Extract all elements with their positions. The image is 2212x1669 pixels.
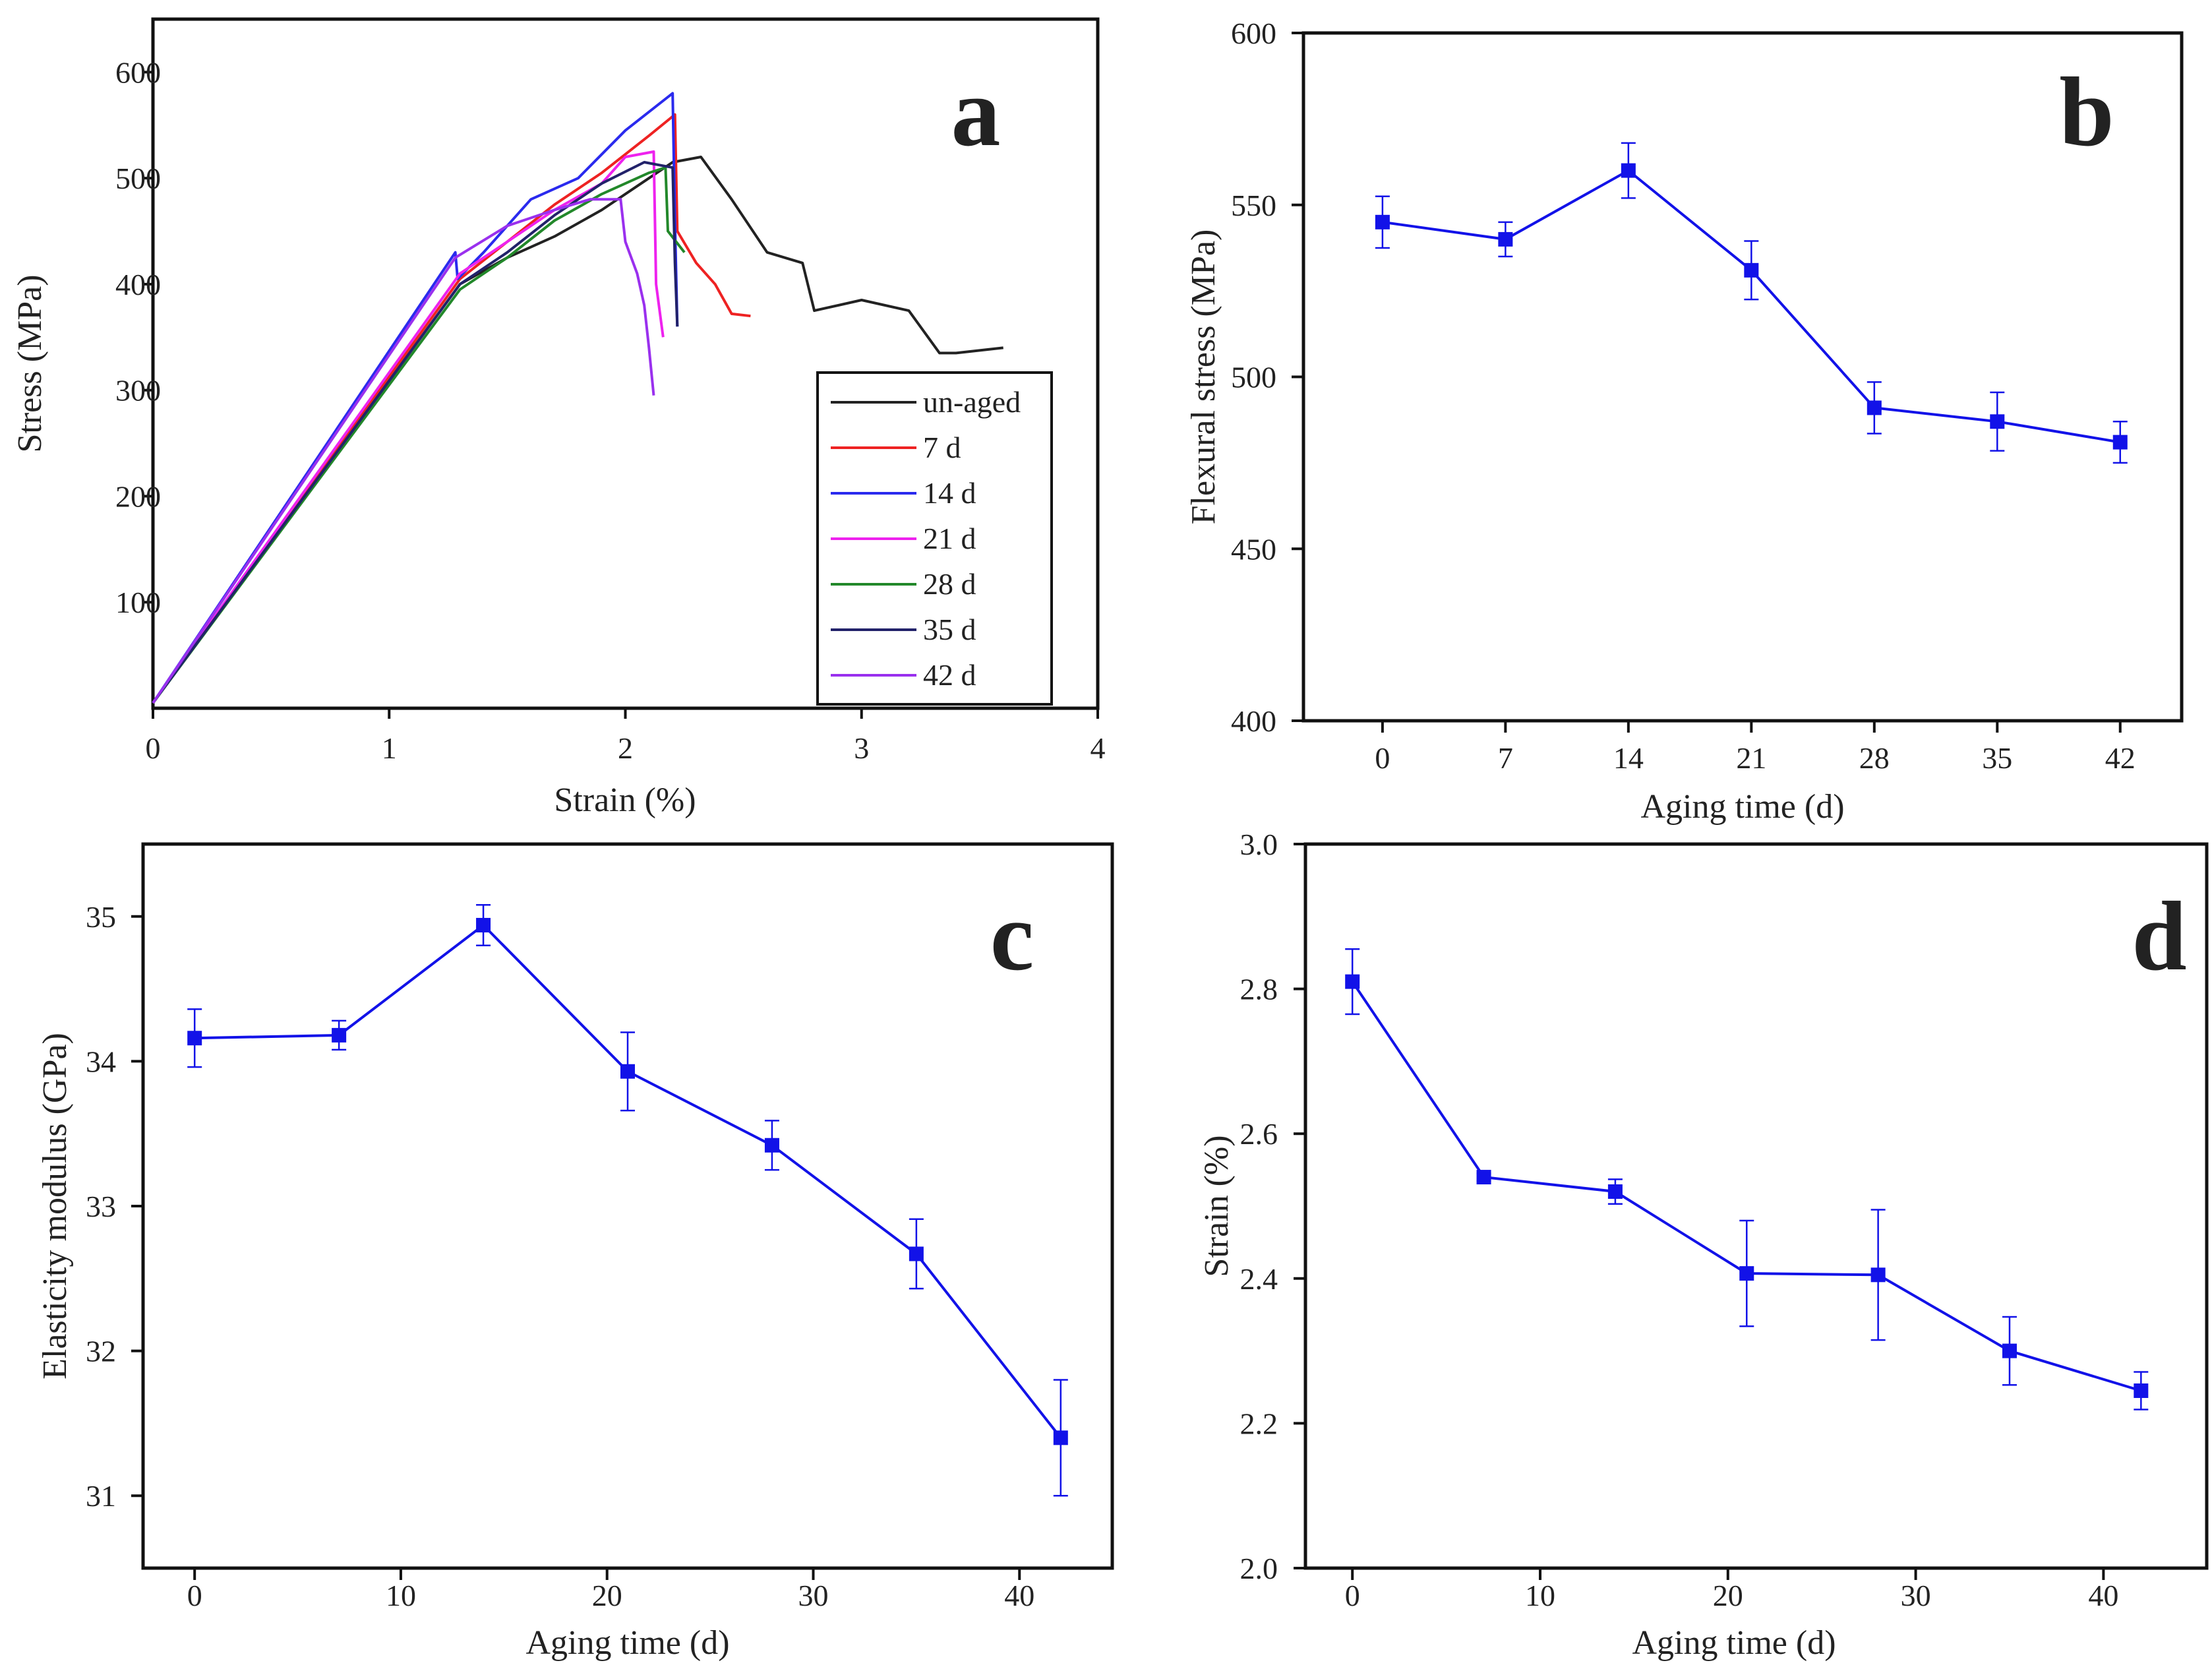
data-point-marker <box>2112 435 2128 450</box>
x-axis-title: Aging time (d) <box>1640 788 1844 826</box>
legend-label: un-aged <box>923 385 1021 419</box>
x-tick-label: 4 <box>1091 731 1106 765</box>
panel-c: 0 10 20 30 40 31 32 33 34 35 Aging time (d) Elastic… <box>36 842 1114 1662</box>
data-point-marker <box>620 1064 635 1079</box>
y-tick-label: 600 <box>1231 16 1276 50</box>
y-tick-label: 3.0 <box>1240 828 1278 861</box>
x-tick-label: 10 <box>386 1579 416 1612</box>
data-point-marker <box>187 1031 202 1046</box>
y-tick-label: 31 <box>86 1479 116 1513</box>
x-tick-label: 40 <box>2088 1579 2118 1612</box>
x-tick-label: 7 <box>1498 741 1513 775</box>
panel-letter: b <box>2059 57 2114 167</box>
data-point-marker <box>909 1246 924 1261</box>
series-line-42-d <box>152 198 655 704</box>
y-tick-label: 2.6 <box>1240 1117 1278 1151</box>
series-line-14-d <box>152 92 679 704</box>
panel-a: 0 1 2 3 4 100 200 300 400 500 600 Strain (%) Stress … <box>11 17 1106 819</box>
y-tick-label: 35 <box>86 900 116 934</box>
x-axis-title: Aging time (d) <box>525 1624 729 1662</box>
legend-label: 14 d <box>923 476 976 510</box>
legend-label: 35 d <box>923 613 976 646</box>
x-tick-label: 30 <box>798 1579 828 1612</box>
x-tick-label: 0 <box>1375 741 1390 775</box>
y-tick-label: 2.2 <box>1240 1407 1278 1440</box>
y-axis-title: Flexural stress (MPa) <box>1185 229 1222 525</box>
y-tick-label: 450 <box>1231 532 1276 566</box>
x-tick-label: 35 <box>1982 741 2012 775</box>
data-point-marker <box>1870 1267 1886 1283</box>
data-point-marker <box>1476 1170 1491 1185</box>
y-tick-label: 400 <box>1231 704 1276 738</box>
data-point-marker <box>1867 400 1882 415</box>
panel-letter: c <box>990 882 1034 991</box>
x-tick-label: 20 <box>1713 1579 1743 1612</box>
x-tick-label: 40 <box>1004 1579 1034 1612</box>
y-tick-label: 300 <box>115 374 161 408</box>
legend-label: 42 d <box>923 658 976 692</box>
y-tick-label: 34 <box>86 1045 116 1078</box>
x-tick-label: 42 <box>2105 741 2136 775</box>
y-tick-label: 500 <box>1231 361 1276 394</box>
x-tick-label: 21 <box>1736 741 1766 775</box>
y-tick-label: 550 <box>1231 189 1276 222</box>
panel-d: 0 10 20 30 40 2.0 2.2 2.4 2.6 2.8 3.0 Aging time (d… <box>1198 828 2209 1662</box>
y-tick-label: 2.0 <box>1240 1552 1278 1585</box>
data-point-marker <box>1744 262 1759 278</box>
data-point-marker <box>1607 1184 1623 1199</box>
series-line-un-aged <box>152 156 1003 704</box>
x-tick-label: 30 <box>1901 1579 1931 1612</box>
x-tick-label: 0 <box>187 1579 202 1612</box>
series-line-35-d <box>152 161 679 704</box>
y-tick-label: 500 <box>115 162 161 195</box>
data-point-marker <box>1739 1266 1754 1281</box>
y-tick-label: 2.4 <box>1240 1262 1278 1296</box>
x-tick-label: 0 <box>146 731 161 765</box>
x-axis-title: Strain (%) <box>554 781 696 819</box>
x-tick-label: 10 <box>1525 1579 1555 1612</box>
y-tick-label: 33 <box>86 1190 116 1223</box>
data-point-marker <box>2002 1343 2017 1358</box>
y-tick-label: 400 <box>115 268 161 301</box>
plot-frame <box>1303 842 2209 1570</box>
y-tick-label: 100 <box>115 586 161 619</box>
y-axis-title: Elasticity modulus (GPa) <box>36 1033 74 1380</box>
x-tick-label: 1 <box>382 731 397 765</box>
data-point-marker <box>764 1138 779 1153</box>
data-point-marker <box>2134 1383 2149 1398</box>
data-point-marker <box>332 1027 347 1043</box>
x-axis-title: Aging time (d) <box>1632 1624 1836 1662</box>
y-tick-label: 2.8 <box>1240 973 1278 1006</box>
x-tick-label: 0 <box>1345 1579 1360 1612</box>
y-axis-title: Stress (MPa) <box>11 274 49 452</box>
y-tick-label: 32 <box>86 1335 116 1368</box>
panel-letter: d <box>2132 882 2186 991</box>
x-tick-label: 14 <box>1613 741 1644 775</box>
data-point-marker <box>476 917 491 932</box>
y-axis-title: Strain (%) <box>1198 1135 1236 1277</box>
panel-letter: a <box>951 57 1001 167</box>
x-tick-label: 28 <box>1859 741 1890 775</box>
x-tick-label: 3 <box>854 731 869 765</box>
data-point-marker <box>1053 1430 1068 1445</box>
legend-label: 7 d <box>923 431 961 464</box>
panel-b: 0 7 14 21 28 35 42 400 450 500 550 600 Aging time (d… <box>1185 16 2184 826</box>
data-point-marker <box>1621 163 1636 178</box>
x-tick-label: 20 <box>592 1579 622 1612</box>
y-tick-label: 600 <box>115 55 161 89</box>
legend-label: 21 d <box>923 522 976 555</box>
x-tick-label: 2 <box>618 731 633 765</box>
data-point-marker <box>1990 414 2005 429</box>
series-line-28-d <box>152 166 686 704</box>
y-tick-label: 200 <box>115 479 161 513</box>
data-point-marker <box>1498 231 1513 247</box>
data-point-marker <box>1345 974 1360 989</box>
legend-label: 28 d <box>923 567 976 601</box>
data-point-marker <box>1375 214 1390 229</box>
